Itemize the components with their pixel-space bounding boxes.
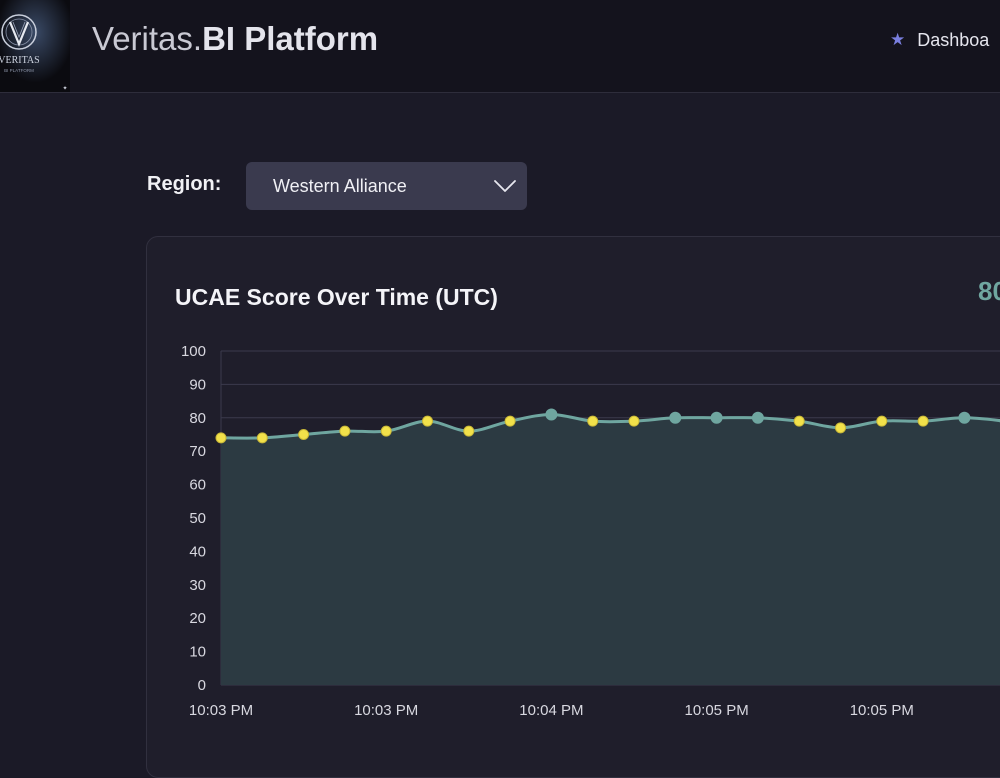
logo-subtext: BI PLATFORM: [4, 68, 34, 73]
app-title-light: Veritas.: [92, 20, 203, 57]
data-point: [835, 422, 846, 434]
y-tick-label: 90: [189, 376, 206, 393]
x-axis-ticks: 10:03 PM 10:03 PM 10:04 PM 10:05 PM 10:05 PM: [189, 702, 914, 719]
y-tick-label: 10: [189, 644, 206, 661]
logo-text: VERITAS: [0, 55, 40, 66]
y-tick-label: 60: [189, 477, 206, 494]
region-label: Region:: [147, 173, 222, 195]
nav-dashboard-label: Dashboa: [917, 29, 990, 50]
veritas-logo[interactable]: VERITAS BI PLATFORM ✦: [0, 0, 70, 92]
chart-title: UCAE Score Over Time (UTC): [175, 284, 498, 310]
data-point: [587, 415, 599, 427]
y-tick-label: 50: [189, 510, 206, 527]
region-select-value: Western Alliance: [273, 175, 407, 196]
data-point: [422, 415, 433, 427]
x-tick-label: 10:05 PM: [684, 702, 748, 719]
chevron-down-icon: [494, 180, 516, 192]
star-icon: ★: [890, 30, 906, 49]
data-point: [751, 411, 764, 424]
svg-text:✦: ✦: [62, 85, 67, 92]
y-tick-label: 0: [198, 677, 206, 694]
y-tick-label: 70: [189, 443, 206, 460]
x-tick-label: 10:03 PM: [354, 702, 418, 719]
data-point: [256, 432, 268, 444]
data-point: [545, 408, 558, 421]
data-point: [793, 415, 805, 427]
chart-points-layer: [215, 408, 1000, 444]
top-bar: VERITAS BI PLATFORM ✦ Veritas.BI Platfor…: [0, 0, 1000, 93]
y-axis-ticks: 0 10 20 30 40 50 60 70 80 90 100: [181, 343, 206, 694]
x-tick-label: 10:04 PM: [519, 702, 583, 719]
data-point: [504, 415, 516, 427]
data-point: [628, 415, 640, 427]
data-point: [380, 425, 392, 437]
data-point: [876, 415, 888, 427]
x-tick-label: 10:03 PM: [189, 702, 253, 719]
app-title-bold: BI Platform: [202, 20, 379, 57]
score-area: [221, 414, 1000, 685]
data-point: [215, 432, 227, 444]
app-title: Veritas.BI Platform: [92, 19, 378, 59]
data-point: [339, 425, 351, 437]
region-select[interactable]: Western Alliance: [246, 162, 527, 210]
data-point: [463, 425, 475, 437]
data-point: [710, 411, 723, 424]
current-score-value: 80: [978, 276, 1000, 306]
nav-dashboard-link[interactable]: ★ Dashboa: [890, 26, 989, 54]
data-point: [958, 411, 971, 424]
chart-area-layer: [221, 414, 1000, 685]
y-tick-label: 100: [181, 343, 206, 360]
y-tick-label: 30: [189, 577, 206, 594]
y-tick-label: 20: [189, 610, 206, 627]
data-point: [298, 429, 310, 440]
x-tick-label: 10:05 PM: [850, 702, 914, 719]
y-tick-label: 40: [189, 543, 206, 560]
data-point: [669, 411, 682, 424]
y-tick-label: 80: [189, 410, 206, 427]
data-point: [917, 415, 929, 427]
